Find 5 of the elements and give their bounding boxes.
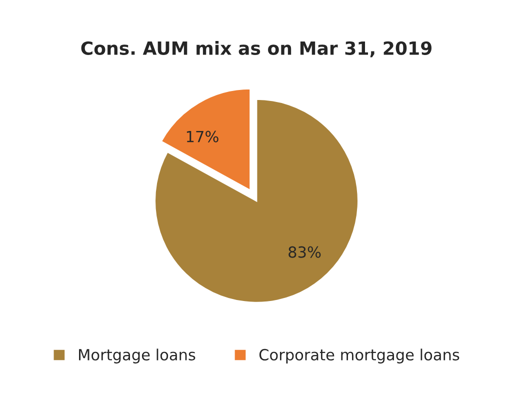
data-label: 83% (288, 246, 321, 258)
legend-label: Mortgage loans (79, 348, 196, 364)
chart-title: Cons. AUM mix as on Mar 31, 2019 (81, 41, 432, 58)
data-label: 17% (186, 130, 218, 142)
legend-label: Corporate mortgage loans (259, 348, 460, 364)
